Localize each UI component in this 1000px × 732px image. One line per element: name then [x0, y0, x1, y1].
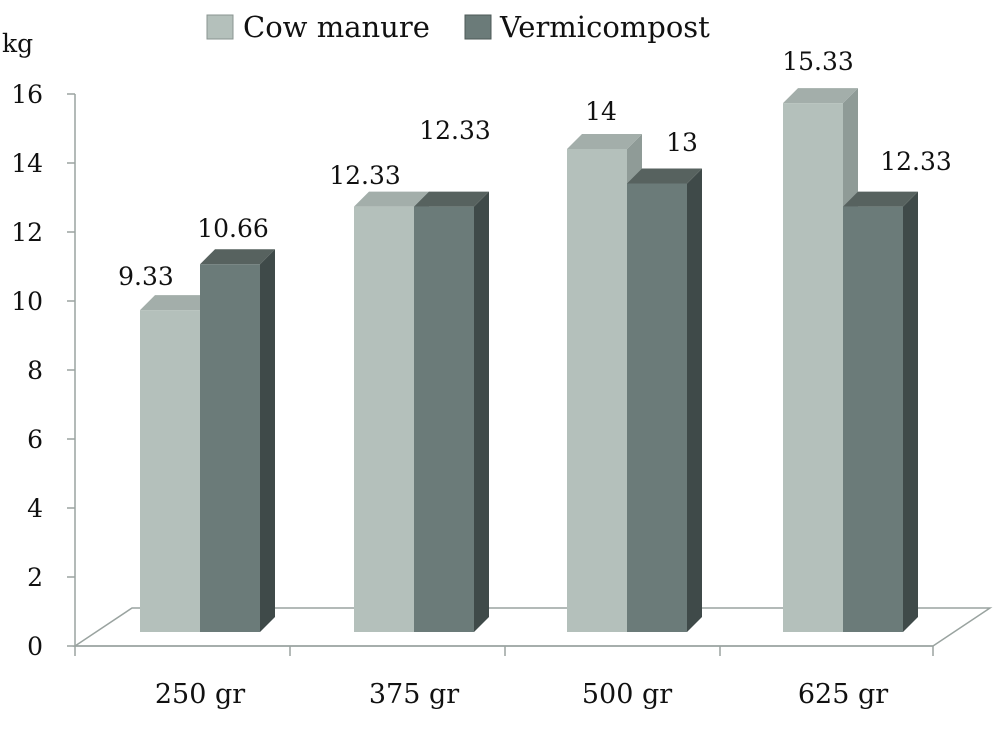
y-tick-label: 14 — [11, 149, 43, 178]
bar-front-face — [843, 206, 903, 633]
category-label: 625 gr — [798, 679, 888, 710]
value-label: 12.33 — [880, 147, 952, 176]
category-label: 375 gr — [369, 679, 459, 710]
value-label: 12.33 — [419, 116, 491, 145]
bar-top-face — [783, 88, 858, 104]
y-tick-label: 0 — [27, 632, 43, 661]
bar-side-face — [260, 249, 275, 633]
legend-swatch-cow-manure — [206, 14, 234, 40]
bar — [200, 249, 275, 633]
value-label: 12.33 — [329, 161, 401, 190]
bar-front-face — [414, 206, 474, 633]
bar-side-face — [474, 191, 489, 633]
bar-top-face — [843, 191, 918, 207]
y-tick-label: 10 — [11, 287, 43, 316]
bars — [140, 88, 918, 633]
y-tick-label: 12 — [11, 218, 43, 247]
bar-top-face — [354, 191, 429, 207]
y-tick-label: 16 — [11, 80, 43, 109]
category-label: 250 gr — [155, 679, 245, 710]
value-label: 13 — [666, 128, 698, 157]
axes: 0 2 4 6 8 10 12 14 16 — [11, 80, 993, 661]
bar — [627, 168, 702, 632]
y-tick-label: 6 — [27, 425, 43, 454]
bar-top-face — [200, 249, 275, 265]
y-axis-label: kg — [2, 29, 33, 58]
bar — [843, 191, 918, 633]
bar-front-face — [354, 206, 414, 633]
bar-front-face — [627, 183, 687, 632]
bar-front-face — [140, 310, 200, 632]
bar-side-face — [903, 191, 918, 633]
labels: 250 gr 375 gr 500 gr 625 gr 9.33 12.33 14 15.33… — [118, 47, 952, 710]
bar-front-face — [567, 149, 627, 632]
bar — [414, 191, 489, 633]
value-label: 14 — [585, 97, 617, 126]
legend-label-cow-manure: Cow manure — [243, 10, 430, 44]
bar-top-face — [627, 168, 702, 184]
bar-top-face — [140, 295, 215, 311]
value-label: 10.66 — [197, 214, 269, 243]
bar-top-face — [414, 191, 489, 207]
category-label: 500 gr — [582, 679, 672, 710]
bar-top-face — [567, 134, 642, 149]
bar-side-face — [687, 168, 702, 632]
value-label: 15.33 — [782, 47, 854, 76]
value-label: 9.33 — [118, 262, 174, 291]
y-tick-label: 4 — [27, 494, 43, 523]
bar-front-face — [783, 103, 843, 633]
y-tick-label: 8 — [27, 356, 43, 385]
legend-swatch-vermicompost — [464, 14, 492, 40]
legend: Cow manure Vermicompost — [206, 10, 710, 44]
bar-front-face — [200, 264, 260, 632]
legend-label-vermicompost: Vermicompost — [499, 10, 710, 44]
y-tick-label: 2 — [27, 563, 43, 592]
